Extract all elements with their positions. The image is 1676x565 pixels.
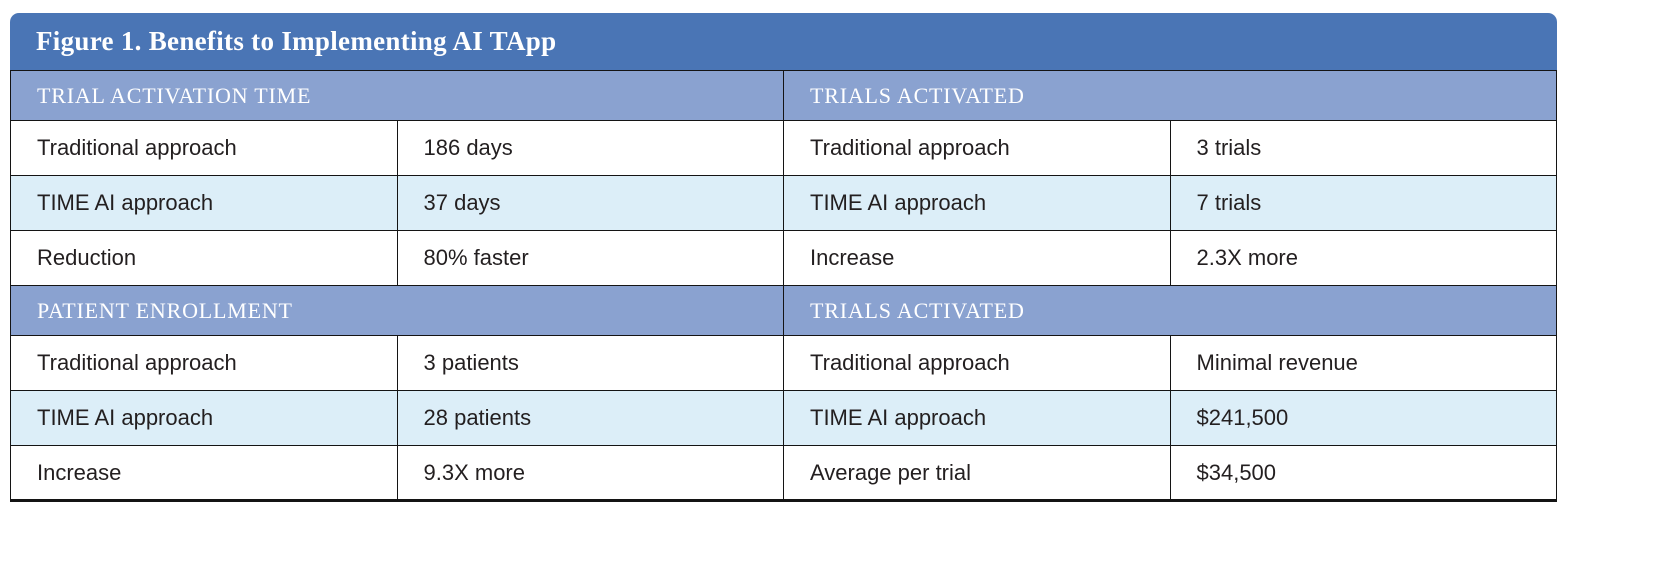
row-label: TIME AI approach <box>783 390 1171 446</box>
table-row: TIME AI approach 28 patients TIME AI app… <box>10 390 1557 446</box>
row-value: Minimal revenue <box>1169 335 1557 391</box>
row-label: Traditional approach <box>10 335 398 391</box>
row-value: 28 patients <box>396 390 784 446</box>
table-row: Traditional approach 186 days Traditiona… <box>10 120 1557 176</box>
row-label: Traditional approach <box>10 120 398 176</box>
row-label: TIME AI approach <box>10 175 398 231</box>
row-label: Reduction <box>10 230 398 286</box>
row-label: Traditional approach <box>783 335 1171 391</box>
section-header-trial-activation-time: TRIAL ACTIVATION TIME <box>10 70 784 121</box>
figure-title-bar: Figure 1. Benefits to Implementing AI TA… <box>10 13 1557 70</box>
table-row: Reduction 80% faster Increase 2.3X more <box>10 230 1557 286</box>
section-header-row: TRIAL ACTIVATION TIME TRIALS ACTIVATED <box>10 70 1557 121</box>
row-value: 3 patients <box>396 335 784 391</box>
section-header-row: PATIENT ENROLLMENT TRIALS ACTIVATED <box>10 285 1557 336</box>
row-value: 3 trials <box>1169 120 1557 176</box>
benefits-table: TRIAL ACTIVATION TIME TRIALS ACTIVATED T… <box>10 70 1557 502</box>
row-value: 9.3X more <box>396 445 784 502</box>
figure-title: Figure 1. Benefits to Implementing AI TA… <box>36 26 557 56</box>
section-header-trials-activated-2: TRIALS ACTIVATED <box>783 285 1557 336</box>
section-header-patient-enrollment: PATIENT ENROLLMENT <box>10 285 784 336</box>
row-value: 2.3X more <box>1169 230 1557 286</box>
row-label: Increase <box>783 230 1171 286</box>
row-value: 7 trials <box>1169 175 1557 231</box>
table-row: TIME AI approach 37 days TIME AI approac… <box>10 175 1557 231</box>
table-row: Traditional approach 3 patients Traditio… <box>10 335 1557 391</box>
row-value: 37 days <box>396 175 784 231</box>
row-label: Traditional approach <box>783 120 1171 176</box>
row-value: 186 days <box>396 120 784 176</box>
figure-1-benefits-table: Figure 1. Benefits to Implementing AI TA… <box>10 13 1557 502</box>
row-label: Average per trial <box>783 445 1171 502</box>
row-label: Increase <box>10 445 398 502</box>
row-label: TIME AI approach <box>10 390 398 446</box>
row-label: TIME AI approach <box>783 175 1171 231</box>
section-header-trials-activated-1: TRIALS ACTIVATED <box>783 70 1557 121</box>
row-value: $34,500 <box>1169 445 1557 502</box>
row-value: $241,500 <box>1169 390 1557 446</box>
row-value: 80% faster <box>396 230 784 286</box>
table-row: Increase 9.3X more Average per trial $34… <box>10 445 1557 502</box>
